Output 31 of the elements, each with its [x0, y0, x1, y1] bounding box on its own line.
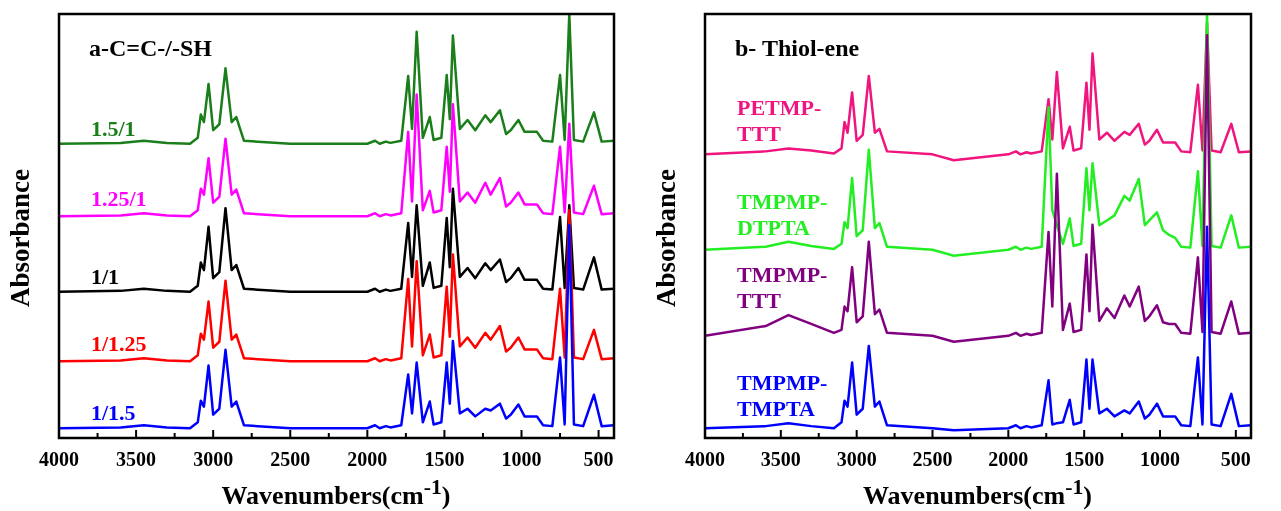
x-tick-label: 3000 [836, 448, 877, 471]
x-tick-label: 2500 [270, 448, 311, 471]
x-tick-label: 2500 [912, 448, 953, 471]
series-label: PETMP-TTT [737, 95, 822, 147]
series-label: 1/1.25 [91, 331, 147, 357]
text: b- Thiol-ene [735, 35, 860, 61]
series-label: 1.5/1 [91, 115, 136, 141]
x-tick-label: 1500 [1064, 448, 1105, 471]
series-label: TMPMP-DTPTA [737, 188, 828, 240]
x-tick-label: 2000 [347, 448, 388, 471]
x-tick-label: 2000 [988, 448, 1029, 471]
text: a-C=C-/-SH [89, 35, 213, 61]
x-tick-label: 1000 [1140, 448, 1180, 471]
series-label: 1/1 [91, 263, 120, 289]
x-tick-label: 4000 [39, 448, 79, 471]
x-axis-title: Wavenumbers(cm$^{-1}$) [220, 474, 452, 511]
x-tick-label: 1000 [501, 448, 542, 471]
x-tick-label: 500 [1220, 448, 1251, 471]
x-tick-label: 500 [583, 448, 614, 471]
y-axis-title: Absorbance [4, 168, 36, 308]
x-tick-label: 4000 [685, 448, 725, 471]
x-axis-title: Wavenumbers(cm$^{-1}$) [862, 474, 1093, 511]
series-label: 1/1.5 [91, 400, 136, 426]
x-tick-label: 3000 [193, 448, 234, 471]
y-axis-title: Absorbance [650, 168, 682, 308]
x-tick-label: 3500 [760, 448, 801, 471]
series-label: TMPMP-TMPTA [737, 370, 828, 422]
x-tick-label: 3500 [116, 448, 157, 471]
series-label: 1.25/1 [91, 186, 147, 212]
x-tick-label: 1500 [424, 448, 465, 471]
series-label: TMPMP-TTT [737, 262, 828, 314]
